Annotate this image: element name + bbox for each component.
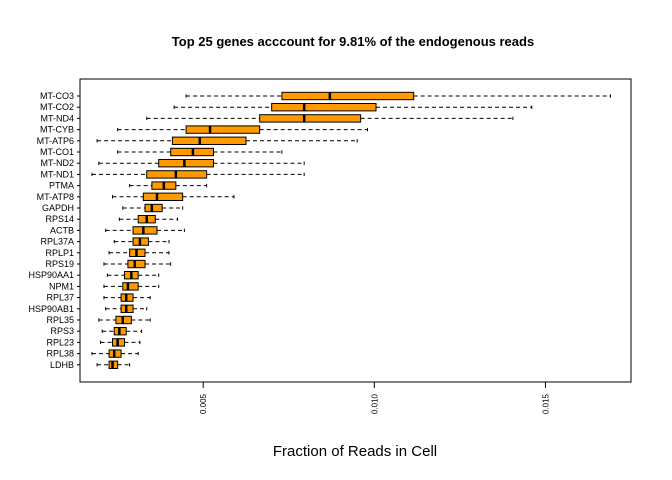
y-tick-label: RPL37A (40, 237, 74, 247)
box-rpl37 (103, 293, 151, 302)
box-series (91, 91, 611, 370)
iqr-box (132, 226, 158, 235)
box-rps14 (118, 215, 179, 224)
box-npm1 (103, 282, 160, 291)
box-hsp90ab1 (105, 304, 148, 314)
iqr-box (281, 91, 415, 101)
chart-title: Top 25 genes acccount for 9.81% of the e… (172, 34, 534, 49)
y-tick-label: MT-CO1 (40, 147, 74, 157)
x-tick-label: 0.015 (541, 393, 550, 414)
iqr-box (185, 125, 261, 134)
box-rpl35 (98, 315, 151, 325)
box-rpl23 (100, 338, 141, 347)
y-tick-label: MT-ND2 (41, 158, 75, 168)
box-rps3 (101, 327, 143, 336)
y-tick-label: RPL37 (46, 293, 74, 303)
iqr-box (259, 114, 362, 123)
y-tick-label: MT-ATP6 (37, 136, 74, 146)
box-mt-atp6 (96, 136, 358, 146)
x-axis-label: Fraction of Reads in Cell (273, 443, 437, 460)
iqr-box (144, 203, 163, 213)
box-hsp90aa1 (106, 271, 160, 280)
box-actb (105, 226, 185, 235)
iqr-box (158, 159, 214, 168)
box-mt-nd2 (98, 159, 305, 168)
y-tick-label: PTMA (49, 181, 74, 191)
iqr-box (122, 282, 139, 291)
box-gapdh (122, 203, 184, 213)
x-tick-label: 0.005 (199, 393, 208, 414)
y-tick-label: RPS14 (45, 214, 74, 224)
box-ptma (129, 181, 208, 190)
box-rpl37a (113, 237, 170, 246)
y-tick-label: MT-ND1 (41, 169, 75, 179)
y-tick-label: MT-CO2 (40, 102, 74, 112)
y-axis-labels: MT-CO3MT-CO2MT-ND4MT-CYBMT-ATP6MT-CO1MT-… (28, 91, 80, 370)
box-mt-nd4 (146, 114, 514, 123)
iqr-box (171, 136, 247, 146)
box-mt-nd1 (91, 170, 305, 179)
iqr-box (127, 259, 146, 269)
box-mt-atp8 (112, 192, 235, 202)
y-tick-label: RPLP1 (45, 248, 74, 258)
y-tick-label: RPS3 (50, 326, 74, 336)
box-rpl38 (91, 349, 139, 358)
iqr-box (142, 192, 184, 202)
box-rplp1 (108, 248, 170, 258)
y-tick-label: GAPDH (42, 203, 74, 213)
y-tick-label: MT-CO3 (40, 91, 74, 101)
y-tick-label: ACTB (50, 225, 74, 235)
y-tick-label: RPS19 (45, 259, 74, 269)
y-tick-label: MT-CYB (40, 125, 74, 135)
y-tick-label: RPL23 (46, 337, 74, 347)
plot-frame (79, 78, 632, 383)
y-tick-label: MT-ATP8 (37, 192, 74, 202)
box-mt-co1 (117, 147, 283, 157)
y-tick-label: MT-ND4 (41, 113, 75, 123)
y-tick-label: LDHB (50, 360, 74, 370)
y-tick-label: HSP90AB1 (28, 304, 74, 314)
iqr-box (271, 103, 377, 112)
y-tick-label: NPM1 (49, 281, 74, 291)
y-tick-label: RPL35 (46, 315, 74, 325)
y-tick-label: HSP90AA1 (28, 270, 74, 280)
box-mt-co3 (185, 91, 611, 101)
x-axis: 0.005 0.010 0.015 (199, 382, 550, 414)
box-ldhb (96, 360, 131, 370)
box-mt-cyb (117, 125, 368, 134)
box-mt-co2 (173, 103, 533, 112)
box-rps19 (103, 259, 172, 269)
y-tick-label: RPL38 (46, 349, 74, 359)
x-tick-label: 0.010 (370, 393, 379, 414)
